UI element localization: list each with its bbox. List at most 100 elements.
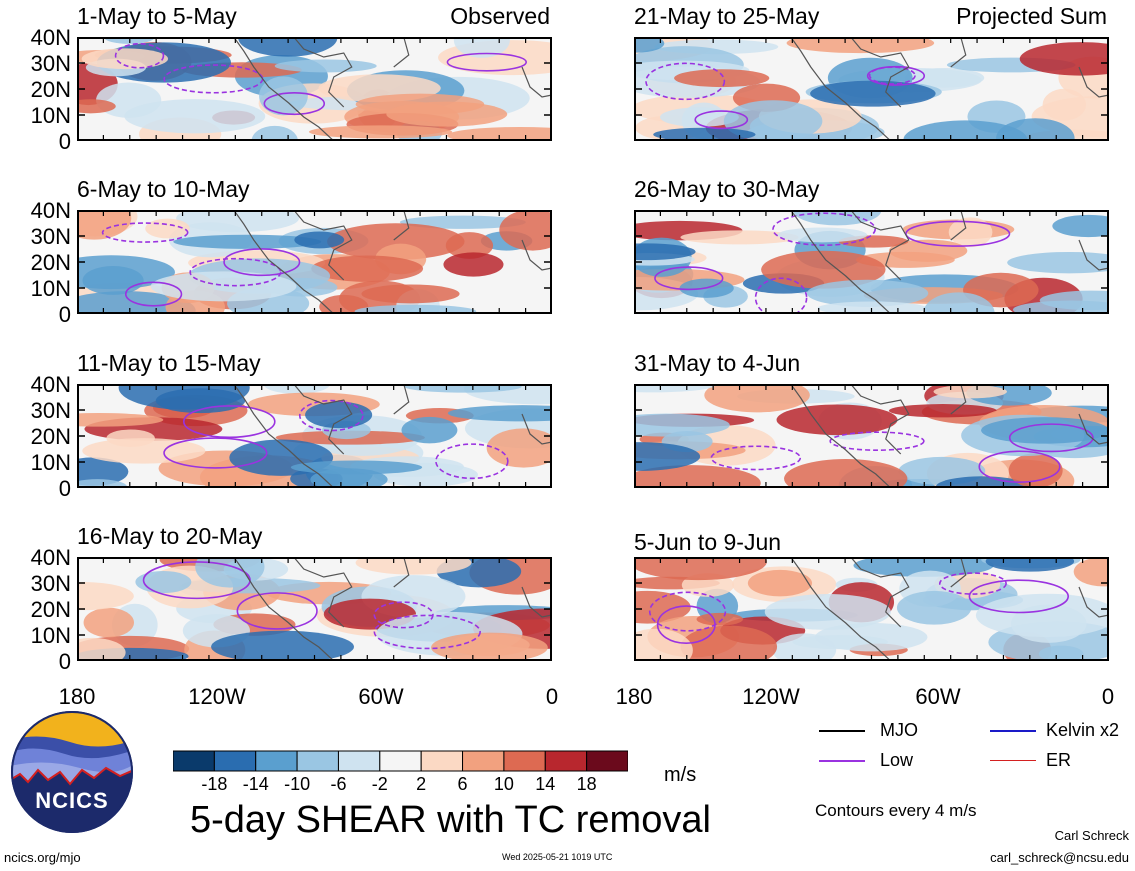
lat-tick-label: 40N <box>30 25 71 50</box>
coastline <box>233 557 552 661</box>
panel-title: 11-May to 15-May <box>77 350 261 376</box>
ncics-logo: NCICS <box>10 710 134 834</box>
shear-shading <box>634 442 701 471</box>
lat-tick-label: 40N <box>30 198 71 223</box>
lat-tick-label: 20N <box>30 597 71 622</box>
low-contour <box>938 572 1007 595</box>
legend-low: Low <box>880 750 914 770</box>
shear-shading <box>453 37 510 58</box>
shear-shading <box>793 210 882 226</box>
lon-tick-label: 180 <box>615 684 653 709</box>
shear-map <box>634 37 1109 141</box>
coastline <box>790 37 1109 141</box>
shear-shading <box>680 230 799 245</box>
shear-shading <box>634 413 730 437</box>
lat-tick-label: 30N <box>30 571 71 596</box>
lat-tick-label: 10N <box>30 450 71 475</box>
coastline <box>233 210 552 314</box>
low-contour <box>1008 423 1094 453</box>
shear-shading <box>853 557 994 577</box>
footer-url[interactable]: ncics.org/mjo <box>4 850 81 865</box>
shear-shading <box>985 557 1075 572</box>
low-contour <box>263 92 326 116</box>
low-contour <box>968 579 1070 614</box>
shear-shading <box>776 404 898 436</box>
panel-title: 6-May to 10-May <box>77 176 250 202</box>
shear-shading <box>83 607 134 638</box>
shear-shading <box>634 557 767 581</box>
shear-shading <box>903 120 1028 141</box>
footer-email[interactable]: carl_schreck@ncsu.edu <box>990 850 1129 865</box>
shear-shading <box>981 417 1109 444</box>
low-contour <box>236 592 318 630</box>
shear-shading <box>634 465 761 488</box>
shear-shading <box>634 590 691 624</box>
shear-map <box>77 37 552 141</box>
low-contour <box>189 257 282 287</box>
colorbar-swatch <box>462 750 505 772</box>
shear-shading <box>211 630 354 661</box>
shear-shading <box>77 637 126 661</box>
shear-shading <box>82 266 144 295</box>
coastline <box>233 37 552 141</box>
shear-shading <box>308 125 453 139</box>
shear-map <box>634 384 1109 488</box>
shear-shading <box>634 37 665 53</box>
low-contour <box>124 281 183 307</box>
lon-tick-label: 120W <box>188 684 246 709</box>
colorbar-swatch <box>379 750 422 772</box>
shear-shading <box>447 405 552 422</box>
panel-title: 21-May to 25-May <box>634 3 820 29</box>
shear-shading <box>77 210 132 240</box>
shear-shading <box>948 217 993 248</box>
logo-text: NCICS <box>35 788 109 813</box>
colorbar-swatch <box>172 750 215 772</box>
low-contour <box>373 614 481 650</box>
shear-shading <box>305 401 373 429</box>
lon-tick-label: 60W <box>915 684 961 709</box>
colorbar-tick: -18 <box>201 774 228 794</box>
shear-shading <box>1039 290 1109 311</box>
shear-shading <box>173 234 322 249</box>
shear-shading <box>77 582 134 611</box>
kelvin-line-swatch <box>990 730 1036 732</box>
shear-shading <box>77 99 116 114</box>
colorbar-swatch <box>503 750 546 772</box>
shear-shading <box>1052 214 1109 238</box>
shear-shading <box>680 625 778 661</box>
colorbar-tick: -6 <box>330 774 347 794</box>
coastline <box>233 384 552 488</box>
colorbar-tick: -14 <box>242 774 269 794</box>
colorbar <box>172 750 629 772</box>
shear-map <box>634 557 1109 661</box>
colorbar-swatch <box>296 750 339 772</box>
low-line-swatch <box>819 760 865 762</box>
lat-tick-label: 10N <box>30 623 71 648</box>
low-contour <box>754 277 808 314</box>
shear-shading <box>290 460 423 475</box>
low-contour <box>772 212 876 247</box>
lat-tick-label: 30N <box>30 224 71 249</box>
colorbar-tick: 2 <box>416 774 427 794</box>
shear-shading <box>135 570 192 594</box>
colorbar-tick: 6 <box>457 774 468 794</box>
shear-map <box>77 557 552 661</box>
shear-shading <box>124 99 266 134</box>
shear-shading <box>810 80 936 107</box>
mjo-line-swatch <box>819 730 865 732</box>
shear-shading <box>784 459 908 488</box>
panel-title: 16-May to 20-May <box>77 523 263 549</box>
low-contour <box>114 42 165 69</box>
colorbar-swatches <box>172 750 629 772</box>
shear-shading <box>404 384 522 393</box>
shear-shading <box>653 127 756 141</box>
lat-tick-label: 10N <box>30 276 71 301</box>
shear-shading <box>354 304 477 314</box>
colorbar-swatch <box>255 750 298 772</box>
shear-shading <box>761 250 886 289</box>
shear-shading <box>1011 604 1087 643</box>
panel-tag: Projected Sum <box>956 3 1107 29</box>
shear-shading <box>747 569 813 597</box>
shear-shading <box>723 100 823 141</box>
footer-timestamp: Wed 2025-05-21 1019 UTC <box>502 852 613 862</box>
